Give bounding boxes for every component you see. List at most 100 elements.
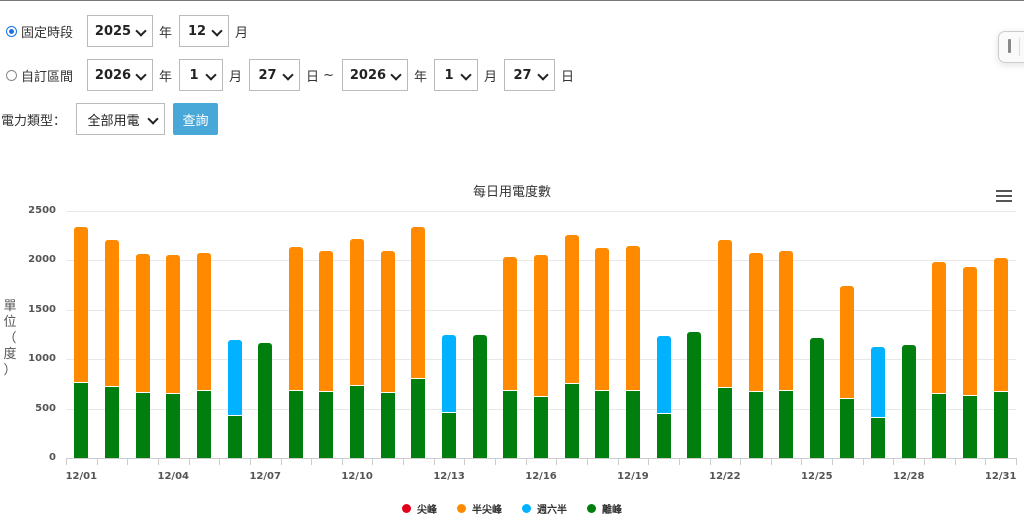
bar-segment-離峰[interactable] — [227, 416, 242, 458]
bar-segment-離峰[interactable] — [411, 378, 426, 458]
bar-segment-離峰[interactable] — [350, 385, 365, 458]
legend-item[interactable]: 離峰 — [587, 501, 622, 516]
bar-segment-離峰[interactable] — [166, 393, 181, 458]
bar-segment-半尖峰[interactable] — [963, 266, 978, 396]
bar-12/05[interactable] — [196, 253, 211, 458]
start-month-select[interactable]: 1 — [179, 59, 224, 91]
bar-12/29[interactable] — [932, 261, 947, 458]
bar-12/04[interactable] — [166, 254, 181, 458]
bar-segment-離峰[interactable] — [564, 383, 579, 458]
bar-segment-離峰[interactable] — [901, 344, 916, 458]
bar-12/21[interactable] — [687, 332, 702, 458]
custom-range-radio[interactable] — [6, 69, 17, 81]
end-day-select[interactable]: 27 — [504, 59, 555, 91]
bar-segment-離峰[interactable] — [472, 335, 487, 458]
bar-segment-半尖峰[interactable] — [595, 247, 610, 391]
end-month-select[interactable]: 1 — [433, 59, 478, 91]
bar-12/15[interactable] — [503, 256, 518, 458]
bar-segment-半尖峰[interactable] — [717, 240, 732, 388]
bar-segment-離峰[interactable] — [135, 392, 150, 458]
bar-segment-離峰[interactable] — [993, 391, 1008, 458]
bar-segment-離峰[interactable] — [503, 390, 518, 458]
bar-segment-半尖峰[interactable] — [74, 226, 89, 383]
bar-segment-半尖峰[interactable] — [534, 254, 548, 397]
bar-12/10[interactable] — [350, 239, 365, 458]
bar-segment-週六半[interactable] — [227, 339, 242, 417]
bar-segment-半尖峰[interactable] — [380, 250, 395, 393]
bar-segment-半尖峰[interactable] — [993, 257, 1008, 392]
fixed-year-select[interactable]: 2025 — [87, 15, 154, 47]
bar-segment-離峰[interactable] — [74, 382, 89, 458]
bar-segment-離峰[interactable] — [258, 342, 273, 458]
bar-segment-半尖峰[interactable] — [503, 256, 518, 391]
bar-12/26[interactable] — [840, 286, 855, 458]
bar-segment-離峰[interactable] — [196, 390, 211, 458]
bar-segment-半尖峰[interactable] — [350, 239, 365, 386]
bar-12/28[interactable] — [901, 344, 916, 458]
hamburger-menu-icon[interactable] — [996, 190, 1012, 205]
bar-12/30[interactable] — [963, 266, 978, 458]
bar-12/09[interactable] — [319, 250, 334, 458]
bar-12/08[interactable] — [288, 246, 303, 458]
bar-12/12[interactable] — [411, 226, 426, 458]
bar-segment-半尖峰[interactable] — [932, 261, 947, 394]
drag-handle-icon[interactable] — [1008, 39, 1011, 53]
bar-12/25[interactable] — [809, 337, 824, 458]
start-day-select[interactable]: 27 — [249, 59, 301, 91]
fixed-period-radio[interactable] — [6, 25, 17, 37]
bar-segment-離峰[interactable] — [963, 395, 978, 458]
bar-segment-半尖峰[interactable] — [840, 286, 855, 399]
bar-segment-離峰[interactable] — [717, 387, 732, 458]
bar-segment-離峰[interactable] — [534, 396, 548, 458]
bar-segment-離峰[interactable] — [779, 390, 794, 458]
bar-12/17[interactable] — [564, 235, 579, 458]
bar-segment-半尖峰[interactable] — [104, 239, 119, 387]
bar-segment-離峰[interactable] — [871, 418, 886, 458]
bar-segment-半尖峰[interactable] — [135, 253, 150, 393]
bar-segment-離峰[interactable] — [687, 332, 702, 458]
bar-segment-離峰[interactable] — [840, 398, 855, 458]
bar-segment-半尖峰[interactable] — [748, 253, 763, 392]
bar-12/19[interactable] — [625, 246, 640, 458]
bar-segment-半尖峰[interactable] — [166, 254, 181, 394]
bar-segment-半尖峰[interactable] — [319, 250, 334, 392]
end-year-select[interactable]: 2026 — [341, 59, 408, 91]
fixed-month-select[interactable]: 12 — [179, 15, 230, 47]
bar-segment-離峰[interactable] — [809, 337, 824, 458]
bar-segment-週六半[interactable] — [442, 335, 457, 414]
bar-segment-離峰[interactable] — [319, 391, 334, 458]
bar-12/01[interactable] — [74, 226, 89, 458]
query-button[interactable]: 查詢 — [173, 103, 219, 135]
legend-item[interactable]: 尖峰 — [402, 501, 437, 516]
bar-segment-半尖峰[interactable] — [564, 235, 579, 384]
legend-item[interactable]: 週六半 — [522, 501, 567, 516]
bar-segment-離峰[interactable] — [595, 390, 610, 458]
bar-12/07[interactable] — [258, 342, 273, 458]
bar-segment-週六半[interactable] — [656, 336, 671, 415]
bar-segment-離峰[interactable] — [104, 386, 119, 458]
bar-segment-離峰[interactable] — [380, 392, 395, 458]
bar-12/16[interactable] — [534, 254, 548, 458]
bar-segment-週六半[interactable] — [871, 346, 886, 418]
bar-12/14[interactable] — [472, 335, 487, 458]
bar-segment-離峰[interactable] — [748, 391, 763, 458]
bar-12/20[interactable] — [656, 336, 671, 458]
bar-segment-半尖峰[interactable] — [411, 226, 426, 379]
bar-segment-半尖峰[interactable] — [288, 246, 303, 391]
bar-12/31[interactable] — [993, 257, 1008, 458]
bar-12/22[interactable] — [717, 240, 732, 458]
bar-12/24[interactable] — [779, 251, 794, 458]
bar-12/27[interactable] — [871, 346, 886, 458]
bar-12/23[interactable] — [748, 253, 763, 458]
power-type-select[interactable]: 全部用電 — [76, 103, 166, 135]
bar-segment-離峰[interactable] — [932, 393, 947, 458]
bar-segment-半尖峰[interactable] — [196, 253, 211, 391]
bar-12/11[interactable] — [380, 250, 395, 458]
floating-toolbar[interactable] — [998, 31, 1024, 63]
bar-12/18[interactable] — [595, 247, 610, 458]
bar-segment-離峰[interactable] — [442, 413, 457, 458]
bar-segment-離峰[interactable] — [625, 390, 640, 458]
bar-12/03[interactable] — [135, 253, 150, 458]
bar-12/13[interactable] — [442, 335, 457, 458]
bar-12/06[interactable] — [227, 339, 242, 458]
